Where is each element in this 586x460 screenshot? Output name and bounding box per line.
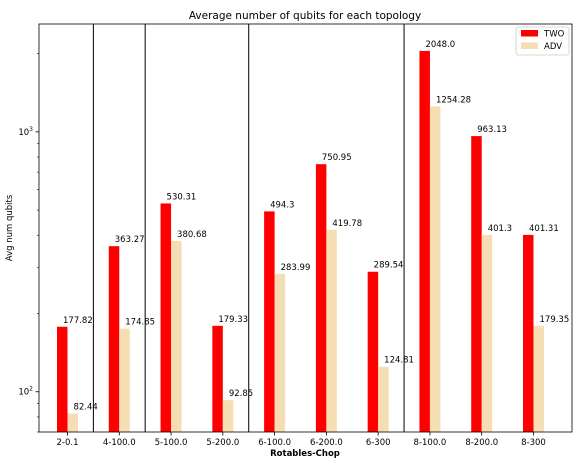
bar-two-5-100.0 — [160, 203, 172, 432]
bar-adv-5-200.0 — [222, 400, 234, 432]
bar-adv-8-100.0 — [429, 106, 441, 433]
y-axis-label: Avg num qubits — [5, 194, 15, 261]
bar-adv-8-300 — [533, 325, 544, 432]
legend-label-two: TWO — [543, 30, 565, 40]
y-tick-label-100: 102 — [18, 386, 33, 398]
bar-two-5-200.0 — [212, 325, 223, 432]
x-tick-label-6-200.0: 6-200.0 — [310, 438, 343, 448]
bar-adv-6-200.0 — [326, 229, 337, 432]
bar-adv-4-100.0 — [119, 328, 130, 432]
y-tick-label-1000: 103 — [18, 126, 33, 138]
x-tick-label-4-100.0: 4-100.0 — [103, 438, 136, 448]
x-tick-label-5-200.0: 5-200.0 — [206, 438, 239, 448]
bar-label-two-5-100.0: 530.31 — [167, 192, 197, 202]
legend-swatch-two — [521, 30, 538, 37]
bar-label-two-8-300: 401.31 — [529, 224, 559, 234]
y-axis-ticks: 102 103 — [18, 53, 39, 433]
chart-title: Average number of qubits for each topolo… — [189, 10, 421, 22]
bar-two-4-100.0 — [108, 246, 120, 432]
bar-label-adv-8-200.0: 401.3 — [488, 224, 512, 234]
bar-label-two-8-100.0: 2048.0 — [425, 40, 455, 50]
x-tick-label-8-100.0: 8-100.0 — [414, 438, 447, 448]
bar-label-two-4-100.0: 363.27 — [115, 235, 145, 245]
bar-label-adv-6-300: 124.81 — [384, 356, 414, 366]
bar-label-adv-5-200.0: 92.85 — [229, 389, 253, 399]
bar-label-two-6-100.0: 494.3 — [270, 200, 294, 210]
bars — [57, 50, 544, 433]
bar-label-adv-8-300: 179.35 — [540, 315, 570, 325]
x-tick-label-6-300: 6-300 — [366, 438, 391, 448]
bar-two-2-0.1 — [57, 326, 68, 432]
x-tick-label-2-0.1: 2-0.1 — [57, 438, 79, 448]
legend-label-adv: ADV — [544, 42, 562, 52]
bar-label-adv-5-100.0: 380.68 — [177, 230, 207, 240]
bar-adv-8-200.0 — [481, 234, 493, 432]
bar-label-two-6-200.0: 750.95 — [322, 153, 352, 163]
group-separators — [92, 24, 405, 432]
bar-labels: 177.82 363.27 530.31 179.33 494.3 750.95 289.5… — [63, 40, 569, 413]
bar-adv-5-100.0 — [171, 240, 182, 432]
bar-two-8-300 — [523, 234, 534, 432]
bar-label-adv-6-100.0: 283.99 — [281, 263, 311, 273]
bar-two-6-100.0 — [264, 211, 275, 432]
bar-label-adv-6-200.0: 419.78 — [332, 219, 362, 229]
x-tick-label-5-100.0: 5-100.0 — [155, 438, 188, 448]
x-tick-label-6-100.0: 6-100.0 — [258, 438, 291, 448]
bar-two-6-300 — [367, 271, 379, 432]
bar-label-two-8-200.0: 963.13 — [477, 125, 507, 135]
x-tick-label-8-200.0: 8-200.0 — [465, 438, 498, 448]
bar-adv-6-300 — [378, 366, 389, 432]
plot-frame — [38, 23, 573, 433]
bar-adv-6-100.0 — [274, 273, 286, 432]
bar-two-8-200.0 — [471, 136, 482, 432]
bar-label-two-5-200.0: 179.33 — [218, 315, 248, 325]
bar-label-adv-4-100.0: 174.85 — [125, 318, 155, 328]
legend-swatch-adv — [521, 42, 538, 49]
bar-two-8-100.0 — [419, 50, 430, 432]
bar-adv-2-0.1 — [67, 413, 78, 432]
bar-label-adv-2-0.1: 82.44 — [74, 403, 98, 413]
x-tick-label-8-300: 8-300 — [521, 438, 546, 448]
bar-label-two-2-0.1: 177.82 — [63, 316, 93, 326]
legend: TWO ADV — [515, 26, 570, 56]
bar-label-adv-8-100.0: 1254.28 — [436, 95, 471, 105]
x-axis-label: Rotables-Chop — [270, 449, 340, 459]
bar-label-two-6-300: 289.54 — [374, 261, 404, 271]
x-axis-ticks: 2-0.1 4-100.0 5-100.0 5-200.0 6-100.0 6-200.0… — [57, 432, 546, 448]
bar-two-6-200.0 — [315, 164, 327, 432]
